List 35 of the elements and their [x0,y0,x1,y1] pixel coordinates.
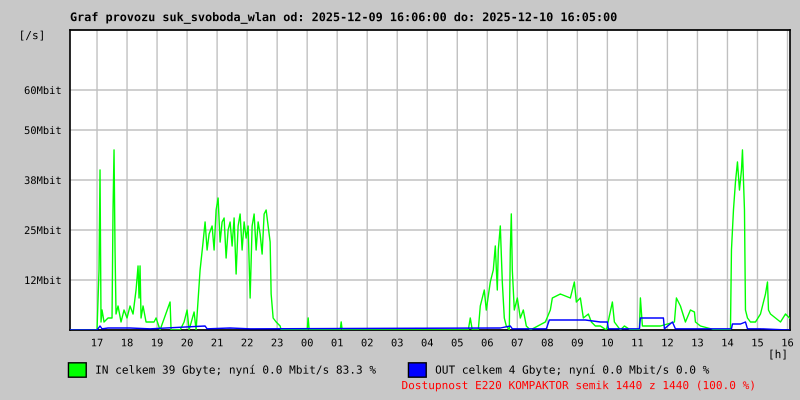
x-tick-label: 02 [362,338,373,346]
x-tick-label: 18 [122,338,133,346]
x-tick-label: 19 [152,338,163,346]
legend-label: IN celkem 39 Gbyte; nyní 0.0 Mbit/s 83.3 % [96,364,376,376]
y-tick-label: 12Mbit [25,276,61,284]
x-tick-label: 04 [422,338,434,346]
x-tick-label: 05 [452,338,463,346]
x-tick-label: 07 [512,338,523,346]
x-tick-label: 06 [482,338,493,346]
x-tick-label: 01 [332,338,343,346]
x-tick-label: 12 [662,338,673,346]
y-tick-label: 38Mbit [24,176,61,184]
x-tick-label: 11 [632,338,643,346]
x-axis-title: [h] [770,350,786,360]
y-tick-label: 60Mbit [24,86,61,94]
y-tick-label: 25Mbit [24,226,61,234]
y-axis-title: [/s] [21,30,43,41]
x-tick-label: 16 [782,338,794,346]
x-tick-label: 14 [722,338,734,346]
x-tick-label: 22 [242,338,253,346]
x-tick-label: 21 [212,338,223,346]
x-tick-label: 00 [302,338,313,346]
y-tick-label: 50Mbit [24,126,61,134]
x-tick-label: 03 [392,338,403,346]
chart-title: Graf provozu suk_svoboda_wlan od: 2025-12-09 16:06:00 do: 2025-12-10 16:05:00 [70,12,617,24]
x-tick-label: 17 [92,338,103,346]
x-tick-label: 08 [542,338,553,346]
x-tick-label: 10 [602,338,613,346]
x-tick-label: 09 [572,338,583,346]
x-tick-label: 20 [182,338,193,346]
text: Dostupnost E220 KOMPAKTOR semik 1440 z 1440 (100.0 %) [402,380,754,392]
legend-label: OUT celkem 4 Gbyte; nyní 0.0 Mbit/s 0.0 % [436,364,710,376]
x-tick-label: 13 [692,338,703,346]
x-tick-label: 15 [752,338,763,346]
x-tick-label: 23 [272,338,283,346]
